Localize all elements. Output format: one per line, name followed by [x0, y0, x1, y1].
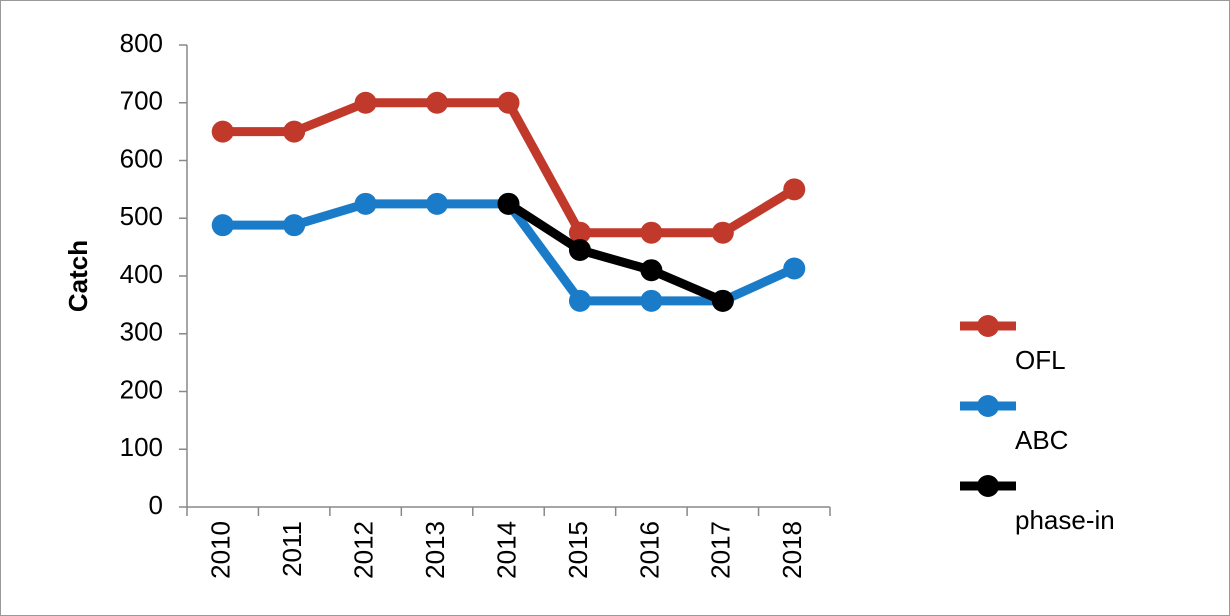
y-tick-label: 600 — [120, 143, 163, 173]
point — [283, 214, 306, 237]
x-tick-label: 2017 — [706, 521, 736, 579]
legend-marker — [977, 475, 999, 497]
point — [283, 120, 306, 143]
point — [354, 192, 377, 215]
y-tick-label: 200 — [120, 374, 163, 404]
point — [354, 91, 377, 114]
series-line — [506, 200, 725, 305]
point — [783, 178, 806, 201]
point — [568, 221, 591, 244]
x-tick-label: 2014 — [491, 521, 521, 579]
y-tick-label: 800 — [120, 28, 163, 58]
legend-marker — [977, 395, 999, 417]
y-tick-label: 100 — [120, 432, 163, 462]
point — [497, 192, 520, 215]
y-tick-label: 700 — [120, 86, 163, 116]
point — [211, 214, 234, 237]
point — [211, 120, 234, 143]
point — [426, 91, 449, 114]
legend-label: phase-in — [1015, 505, 1115, 535]
x-tick-label: 2012 — [348, 521, 378, 579]
legend-label: OFL — [1015, 345, 1066, 375]
y-axis-title: Catch — [63, 240, 93, 312]
point — [568, 289, 591, 312]
x-tick-label: 2013 — [420, 521, 450, 579]
legend-marker — [977, 315, 999, 337]
point — [711, 221, 734, 244]
legend-label: ABC — [1015, 425, 1068, 455]
point — [640, 289, 663, 312]
y-tick-label: 500 — [120, 201, 163, 231]
y-tick-label: 0 — [149, 490, 163, 520]
point — [640, 259, 663, 282]
x-tick-label: 2011 — [277, 521, 307, 577]
point — [711, 289, 734, 312]
x-tick-label: 2010 — [206, 521, 236, 579]
x-tick-label: 2018 — [777, 521, 807, 579]
point — [497, 91, 520, 114]
y-tick-label: 300 — [120, 317, 163, 347]
point — [426, 192, 449, 215]
point — [568, 239, 591, 262]
x-tick-label: 2015 — [563, 521, 593, 579]
y-tick-label: 400 — [120, 259, 163, 289]
x-tick-label: 2016 — [634, 521, 664, 579]
point — [640, 221, 663, 244]
point — [783, 257, 806, 280]
